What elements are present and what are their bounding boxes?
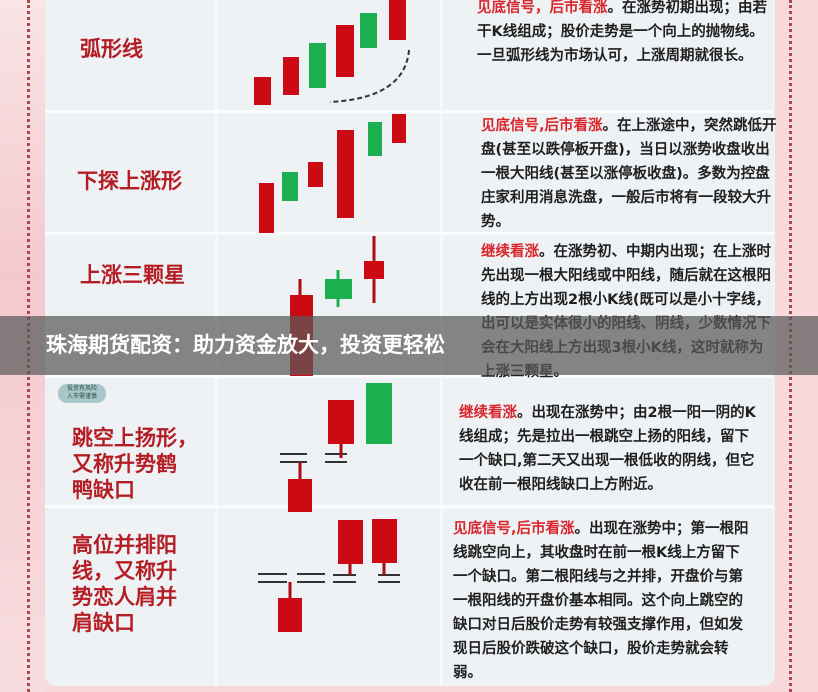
pattern-description: 见底信号,后市看涨。出现在涨势中；第一根阳线跳空向上，其收盘时在前一根K线上方留…: [453, 521, 749, 681]
bullish-candle: [392, 114, 406, 143]
pattern-title: 下探上涨形: [77, 169, 182, 193]
pattern-title: 高位并排阳 线，又称升 势恋人肩并 肩缺口: [72, 533, 177, 635]
pattern-title: 跳空上扬形， 又称升势鹤 鸭缺口: [72, 426, 198, 502]
gap-up-candles: [280, 383, 392, 512]
bearish-candle: [325, 279, 352, 299]
bullish-candle: [338, 520, 363, 564]
pattern-row: [45, 0, 773, 113]
bullish-candle: [283, 57, 299, 95]
bullish-candle: [308, 162, 323, 187]
pattern-title: 弧形线: [80, 37, 143, 61]
pattern-row: [45, 378, 773, 508]
side-by-side-candles: [258, 519, 400, 632]
pattern-row: [45, 112, 773, 235]
bullish-candle: [337, 130, 354, 218]
dip-rise-candles: [259, 114, 406, 233]
bullish-candle: [278, 598, 302, 632]
bullish-candle: [372, 519, 397, 563]
risk-warning-badge: 投资有风险 入市需谨慎: [58, 384, 106, 403]
bullish-candle: [364, 261, 384, 279]
bearish-candle: [366, 383, 392, 444]
bullish-candle: [259, 183, 274, 233]
bearish-candle: [309, 43, 326, 88]
promo-banner-text: 珠海期货配资：助力资金放大，投资更轻松: [46, 333, 445, 357]
pattern-description: 见底信号，后市看涨。在涨势初期出现；由若干K线组成；股价走势是一个向上的抛物线。…: [477, 0, 767, 64]
bullish-candle: [254, 77, 271, 105]
bullish-candle: [389, 0, 406, 40]
bullish-candle: [336, 25, 354, 77]
bearish-candle: [282, 172, 298, 201]
promo-banner: [0, 316, 818, 375]
bullish-candle: [288, 479, 312, 512]
bearish-candle: [360, 13, 377, 48]
pattern-title: 上涨三颗星: [80, 263, 185, 287]
pattern-description: 继续看涨。出现在涨势中；由2根一阳一阴的K线组成；先是拉出一根跳空上扬的阳线，留…: [459, 405, 756, 493]
arc-dashed-line: [329, 49, 410, 103]
bullish-candle: [328, 400, 354, 444]
bearish-candle: [368, 122, 382, 156]
arc-pattern-candles: [254, 0, 410, 105]
pattern-description: 见底信号,后市看涨。在上涨途中，突然跳低开盘(甚至以跌停板开盘)，当日以涨势收盘…: [481, 118, 777, 230]
pattern-row: [45, 235, 773, 378]
